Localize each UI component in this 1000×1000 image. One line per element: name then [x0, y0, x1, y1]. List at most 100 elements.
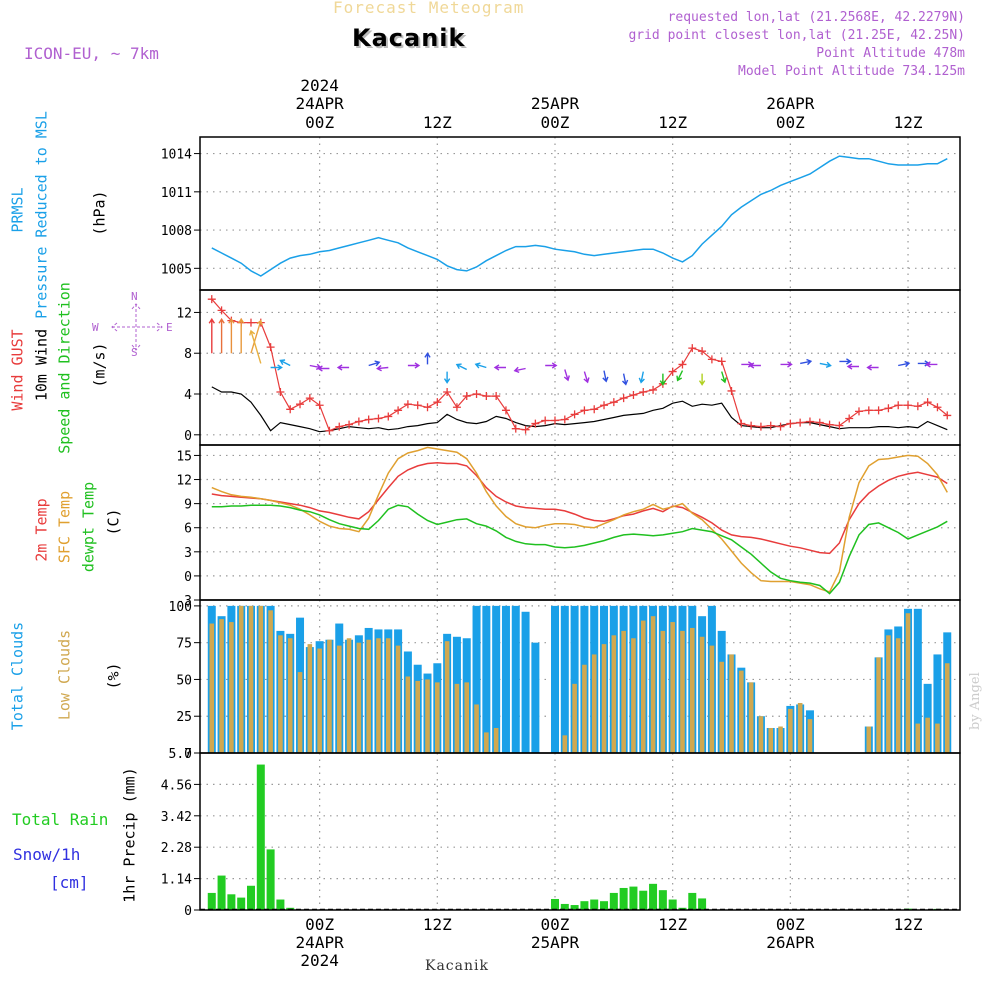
dewpoint-line [211, 504, 948, 595]
low-cloud-bar [582, 664, 587, 753]
gust-marker [354, 417, 363, 426]
low-cloud-bar [886, 635, 891, 753]
y-tick-label: 100 [169, 600, 192, 615]
y-tick-label: 3 [184, 546, 192, 561]
top-time-label: 12Z [423, 113, 452, 132]
wind-arrow [336, 364, 350, 371]
gust-marker [756, 422, 765, 431]
gust-marker [864, 406, 873, 415]
gust-marker [207, 295, 216, 304]
rain-bar [246, 885, 255, 910]
low-cloud-bar [317, 648, 322, 753]
low-cloud-bar [758, 716, 764, 753]
low-cloud-bars [209, 605, 950, 753]
total-cloud-bar [570, 605, 579, 753]
low-cloud-bar [425, 679, 430, 753]
y-tick-label: 0 [184, 747, 192, 762]
total-cloud-bar [511, 605, 520, 753]
wind-arrow [368, 360, 381, 367]
sfc-temp-line [211, 446, 948, 593]
low-cloud-bar [229, 622, 234, 753]
bottom-time-label: 00Z [541, 915, 570, 934]
gust-marker [521, 425, 530, 434]
gust-marker [433, 398, 442, 407]
low-cloud-bar [895, 638, 901, 753]
pressure-label-1: PRMSL [9, 187, 27, 232]
low-cloud-bar [376, 638, 381, 753]
low-cloud-bar [729, 654, 734, 753]
wind-arrow [748, 362, 761, 369]
rain-bar [658, 890, 667, 910]
gust-marker [550, 416, 559, 425]
low-cloud-bar [297, 672, 303, 753]
rain-bar [266, 849, 275, 910]
wind-arrow [443, 371, 451, 384]
gust-marker [786, 419, 795, 428]
wind-arrow [839, 358, 852, 365]
gust-marker [501, 406, 510, 415]
wind-direction-arrows [208, 317, 938, 386]
point-altitude: Point Altitude 478m [816, 46, 965, 61]
wind-arrow [545, 362, 558, 369]
temp-2m-line [211, 461, 948, 555]
low-cloud-bar [925, 717, 930, 753]
low-cloud-bar [797, 702, 803, 753]
bottom-date-label: 26APR [766, 933, 815, 952]
wind-arrow [583, 371, 590, 384]
top-date-label: 24APR [296, 94, 345, 113]
y-tick-label: 0 [184, 570, 192, 585]
gust-marker [394, 406, 403, 415]
gust-marker [590, 405, 599, 414]
gust-marker [403, 400, 412, 409]
gust-marker [217, 306, 226, 315]
y-tick-label: 1.14 [161, 873, 192, 888]
gust-marker [305, 394, 314, 403]
gust-marker [835, 421, 844, 430]
y-tick-label: 0 [184, 429, 192, 444]
top-time-label: 00Z [305, 113, 334, 132]
rain-bar [668, 899, 677, 910]
gust-marker [276, 387, 285, 396]
rain-bar [600, 901, 609, 910]
y-tick-label: 6 [184, 522, 192, 537]
wind-arrow [238, 317, 245, 354]
gust-marker [825, 420, 834, 429]
total-cloud-bar [560, 605, 569, 753]
total-cloud-bar [482, 605, 491, 753]
wind-arrow [424, 352, 431, 365]
gust-marker [266, 343, 275, 352]
low-cloud-bar [238, 605, 244, 753]
gust-marker [600, 401, 609, 410]
sfc-temp-label: SFC Temp [56, 491, 74, 563]
wind-arrow [455, 363, 468, 371]
gust-marker [904, 401, 913, 410]
rain-bar [639, 890, 648, 910]
wind-arrow [513, 366, 526, 374]
low-cloud-bar [670, 622, 675, 753]
low-cloud-bar [621, 630, 626, 753]
wind-compass-icon: N S W E [92, 290, 173, 359]
wind-arrow [407, 362, 421, 369]
low-cloud-bar [944, 663, 950, 753]
low-cloud-bar [385, 638, 391, 753]
panel-frame [199, 752, 961, 911]
bottom-time-label: 00Z [776, 915, 805, 934]
wind-arrow [638, 371, 645, 384]
low-cloud-bar [807, 719, 813, 753]
low-cloud-bar [935, 723, 940, 753]
low-cloud-bar [611, 635, 617, 753]
total-rain-label: Total Rain [12, 810, 108, 829]
gust-marker [345, 420, 354, 429]
total-cloud-bar [472, 605, 481, 753]
gust-marker [413, 401, 422, 410]
gust-marker [570, 410, 579, 419]
gust-marker [492, 392, 501, 401]
y-tick-label: 5.7 [169, 747, 192, 762]
compass-cross [111, 303, 163, 351]
wind-arrow [228, 317, 235, 354]
wind-arrow [250, 319, 263, 354]
wind-arrow [218, 317, 225, 354]
requested-coords: requested lon,lat (21.2568E, 42.2279N) [667, 10, 965, 25]
compass-w: W [92, 321, 99, 334]
low-cloud-bar [660, 630, 666, 753]
